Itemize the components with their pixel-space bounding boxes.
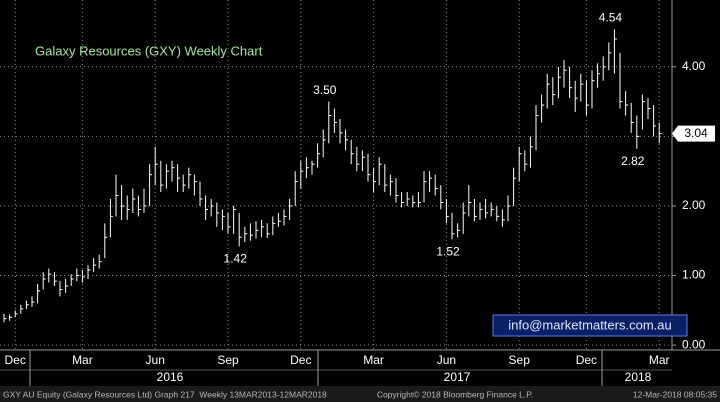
year-label: 2016 [157,370,184,384]
x-tick-label: Sep [217,353,239,367]
x-tick-label: Mar [72,353,93,367]
last-price-tag [672,125,715,142]
y-tick-label: 4.00 [682,59,706,73]
x-tick-label: Dec [5,353,26,367]
annotation: 2.82 [621,154,645,168]
x-tick-label: Dec [290,353,311,367]
x-tick-label: Dec [576,353,597,367]
x-tick-label: Jun [437,353,456,367]
watermark-box [492,314,688,337]
footer-left: GXY AU Equity (Galaxy Resources Ltd) Gra… [3,389,327,399]
footer-center: Copyright© 2018 Bloomberg Finance L.P. [377,389,533,399]
last-price-label: 3.04 [684,126,708,140]
x-tick-label: Mar [649,353,670,367]
y-tick-label: 0.00 [682,337,706,351]
year-label: 2017 [444,370,471,384]
y-tick-label: 1.00 [682,268,706,282]
footer-right: 12-Mar-2018 08:05:35 [633,389,717,399]
x-tick-label: Sep [509,353,531,367]
annotation: 1.52 [436,245,460,259]
watermark: info@marketmatters.com.au [508,317,671,332]
annotation: 3.50 [313,83,337,97]
x-tick-label: Mar [363,353,384,367]
annotation: 4.54 [599,10,623,24]
x-tick-label: Jun [146,353,165,367]
y-tick-label: 2.00 [682,198,706,212]
year-label: 2018 [625,370,652,384]
footer-band [0,386,720,402]
annotation: 1.42 [224,251,248,265]
chart-title: Galaxy Resources (GXY) Weekly Chart [35,43,263,58]
